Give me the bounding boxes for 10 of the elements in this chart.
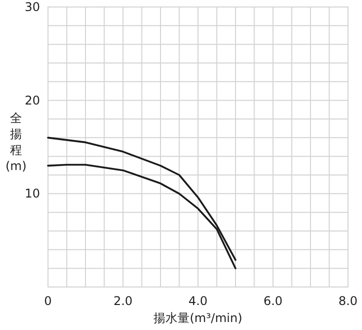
x-tick-label: 8.0 xyxy=(338,294,358,308)
y-tick-label: 10 xyxy=(24,186,40,201)
y-axis-title: 全揚程(m) xyxy=(5,111,27,173)
x-tick-label: 4.0 xyxy=(188,294,208,308)
x-tick-label: 0 xyxy=(44,294,52,308)
x-tick-label: 2.0 xyxy=(113,294,133,308)
y-tick-label: 20 xyxy=(24,93,40,108)
x-tick-label: 6.0 xyxy=(263,294,283,308)
x-axis-title: 揚水量(m³/min) xyxy=(154,311,242,325)
y-tick-label: 30 xyxy=(24,0,40,14)
